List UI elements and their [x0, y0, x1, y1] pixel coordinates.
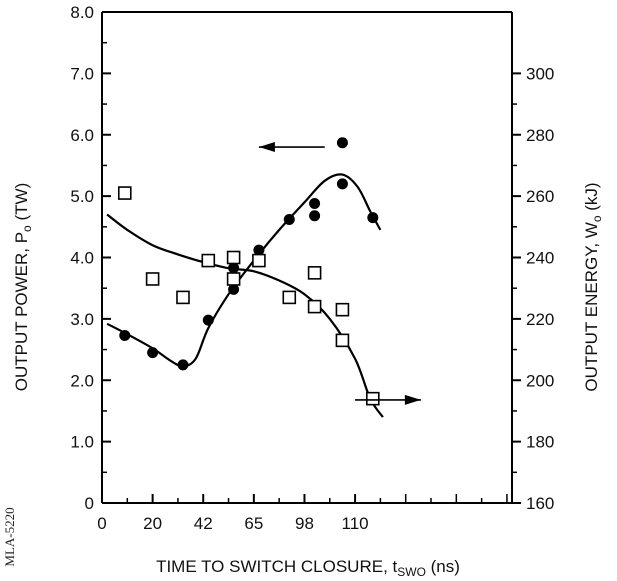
y-right-tick-label: 200 [526, 371, 554, 390]
y-right-tick-label: 220 [526, 310, 554, 329]
energy-data-point [366, 391, 380, 406]
energy-data-point [335, 302, 350, 317]
figure-id-note: MLA-5220 [2, 507, 17, 566]
energy-data-point [335, 333, 350, 348]
y-left-axis-title: OUTPUT POWER, Po (TW) [12, 183, 34, 391]
x-tick-label: 42 [194, 514, 213, 533]
energy-data-point [252, 253, 266, 268]
power-data-point [147, 347, 159, 359]
x-tick-label: 0 [97, 514, 106, 533]
y-right-tick-label: 240 [526, 249, 554, 268]
data-points [117, 137, 380, 406]
power-data-point [119, 329, 131, 341]
y-right-tick-label: 160 [526, 494, 554, 513]
energy-data-point [282, 290, 297, 305]
power-data-point [228, 262, 240, 274]
energy-fit-curve [106, 213, 384, 418]
annotation-arrows [258, 142, 421, 405]
y-right-axis-title: OUTPUT ENERGY, Wo (kJ) [582, 182, 604, 391]
y-left-tick-label: 0 [85, 494, 94, 513]
y-left-tick-label: 8.0 [70, 3, 94, 22]
energy-data-point [226, 272, 241, 286]
x-tick-label: 110 [342, 514, 369, 533]
energy-data-point [307, 299, 322, 314]
x-tick-label: 20 [143, 514, 162, 533]
energy-data-point [176, 290, 190, 305]
power-fit-curve [106, 173, 382, 368]
x-tick-label: 65 [244, 514, 263, 533]
y-right-tick-label: 300 [526, 64, 554, 83]
power-data-point [336, 137, 348, 149]
power-data-point [202, 314, 214, 326]
energy-data-point [226, 250, 241, 265]
y-right-tick-label: 180 [526, 433, 554, 452]
y-left-tick-label: 4.0 [70, 249, 94, 268]
annotation-arrow-head [404, 394, 421, 405]
axis-ticks [101, 11, 521, 504]
energy-data-point [145, 272, 160, 286]
power-data-point [309, 210, 321, 222]
energy-data-point [307, 266, 322, 280]
axis-labels: 01.02.03.04.05.06.07.08.0160180200220240… [70, 3, 554, 533]
power-data-point [228, 283, 240, 295]
power-data-point [336, 178, 348, 190]
power-data-point [309, 197, 321, 209]
y-left-tick-label: 3.0 [70, 310, 94, 329]
energy-data-point [201, 253, 216, 268]
y-left-tick-label: 5.0 [70, 187, 94, 206]
plot-frame [101, 11, 513, 504]
y-left-tick-label: 1.0 [70, 433, 94, 452]
power-data-point [253, 244, 265, 256]
x-axis-title: TIME TO SWITCH CLOSURE, tSWO (ns) [156, 557, 460, 579]
y-left-tick-label: 6.0 [70, 126, 94, 145]
power-data-point [367, 212, 379, 224]
y-right-tick-label: 280 [526, 126, 554, 145]
y-right-tick-label: 260 [526, 187, 554, 206]
fit-curves [106, 173, 384, 418]
annotation-arrow-head [258, 142, 275, 153]
x-tick-label: 98 [295, 514, 314, 533]
power-data-point [283, 213, 295, 225]
y-left-tick-label: 2.0 [70, 371, 94, 390]
power-data-point [177, 359, 189, 371]
y-left-tick-label: 7.0 [70, 64, 94, 83]
energy-data-point [117, 186, 132, 200]
